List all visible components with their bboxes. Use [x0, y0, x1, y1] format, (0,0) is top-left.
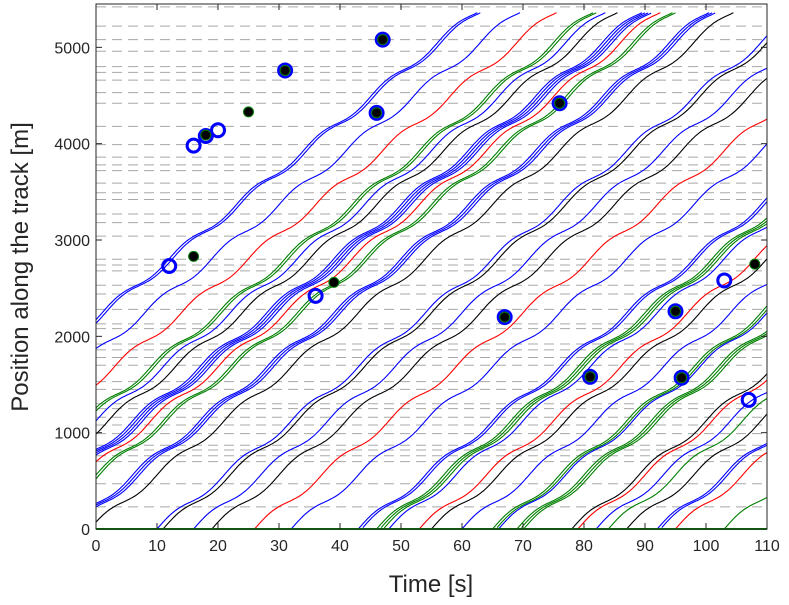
marker-black-dot-4 [329, 277, 339, 287]
marker-black-dot-10 [671, 306, 681, 316]
x-axis-title: Time [s] [389, 571, 473, 598]
x-tick-label-110: 110 [754, 538, 780, 555]
marker-black-dot-11 [677, 373, 687, 383]
marker-black-dot-12 [750, 259, 760, 269]
y-axis-title: Position along the track [m] [7, 122, 34, 411]
x-tick-label-0: 0 [92, 538, 101, 555]
chart-svg: 0 10 20 30 40 50 60 70 80 90 100 110 0 1000 2000 3000 40… [0, 0, 789, 605]
marker-black-dot-9 [585, 372, 595, 382]
marker-black-dot-3 [280, 65, 290, 75]
y-tick-label-0: 0 [81, 522, 90, 539]
x-tick-label-30: 30 [270, 538, 288, 555]
x-tick-label-70: 70 [514, 538, 532, 555]
y-tick-label-1000: 1000 [54, 426, 90, 443]
x-tick-label-60: 60 [453, 538, 471, 555]
marker-black-dot-2 [244, 107, 254, 117]
y-tick-label-5000: 5000 [54, 40, 90, 57]
x-tick-label-50: 50 [392, 538, 410, 555]
marker-black-dot-8 [555, 98, 565, 108]
marker-black-dot-5 [372, 108, 382, 118]
x-tick-label-80: 80 [575, 538, 593, 555]
marker-black-dot-0 [189, 251, 199, 261]
chart-root: 0 10 20 30 40 50 60 70 80 90 100 110 0 1000 2000 3000 40… [0, 0, 789, 605]
x-tick-label-20: 20 [209, 538, 227, 555]
marker-black-dot-1 [201, 130, 211, 140]
x-tick-label-90: 90 [636, 538, 654, 555]
marker-black-dot-7 [500, 312, 510, 322]
y-tick-label-4000: 4000 [54, 137, 90, 154]
marker-black-dot-6 [378, 35, 388, 45]
y-tick-label-2000: 2000 [54, 329, 90, 346]
x-tick-label-40: 40 [331, 538, 349, 555]
x-tick-label-100: 100 [693, 538, 720, 555]
y-tick-label-3000: 3000 [54, 233, 90, 250]
x-tick-label-10: 10 [148, 538, 166, 555]
